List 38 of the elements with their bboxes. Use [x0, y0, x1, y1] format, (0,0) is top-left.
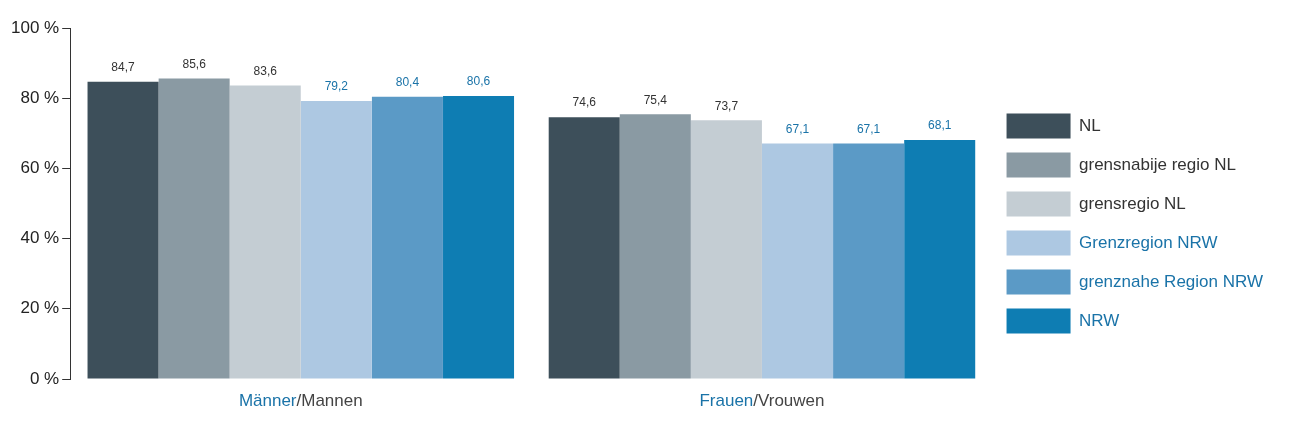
bar	[229, 85, 301, 379]
bar	[619, 114, 691, 379]
text: 85,6	[182, 56, 206, 71]
bar	[371, 96, 443, 379]
bar	[690, 120, 762, 379]
bar	[87, 81, 159, 379]
legend-label: NRW	[1079, 310, 1120, 330]
bar	[548, 117, 620, 379]
text: 67,1	[856, 121, 881, 136]
text: 80,4	[395, 75, 420, 90]
text: 75,4	[643, 92, 667, 107]
bar	[833, 143, 905, 379]
text: 68,1	[928, 118, 952, 133]
text: 79,2	[324, 79, 349, 94]
bar	[158, 78, 230, 379]
legend-label: NL	[1079, 115, 1101, 135]
y-tick-label: 0 %	[29, 368, 60, 388]
x-tick-label: Männer/Mannen	[238, 391, 363, 411]
y-tick-label: 80 %	[20, 87, 60, 107]
y-tick-label: 40 %	[20, 228, 60, 248]
text: 80,6	[466, 74, 491, 89]
text: 83,6	[253, 63, 277, 78]
x-tick-label: Frauen/Vrouwen	[699, 391, 825, 411]
text: 67,1	[785, 121, 810, 136]
text: 84,7	[111, 60, 135, 75]
legend-label: Grenzregion NRW	[1079, 232, 1218, 252]
bar	[300, 101, 372, 379]
legend-label: grensregio NL	[1079, 193, 1186, 213]
text: 74,6	[572, 95, 596, 110]
y-tick-label: 60 %	[20, 158, 60, 178]
legend-label: grenznahe Region NRW	[1079, 271, 1264, 291]
bar	[443, 96, 515, 379]
bar	[762, 143, 834, 379]
legend-label: grensnabije regio NL	[1079, 154, 1236, 174]
bar	[904, 139, 976, 379]
text: 73,7	[714, 98, 739, 113]
y-tick-label: 100 %	[11, 17, 60, 37]
y-tick-label: 20 %	[20, 298, 60, 318]
